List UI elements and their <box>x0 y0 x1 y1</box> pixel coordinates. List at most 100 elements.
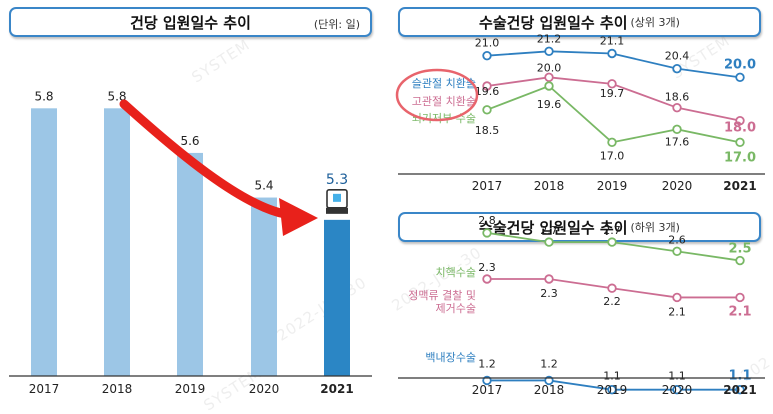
x-tick-label: 2019 <box>175 382 206 396</box>
data-point <box>482 228 492 238</box>
data-label: 5.3 <box>326 172 348 188</box>
x-tick-label: 2017 <box>472 179 503 193</box>
data-label: 19.6 <box>537 98 562 111</box>
highlight-circle <box>395 68 479 122</box>
series-name-label: 백내장수술 <box>425 351 476 364</box>
series-name-label: 제거수술 <box>436 302 476 315</box>
data-label: 1.1 <box>728 369 751 384</box>
x-tick-label: 2020 <box>662 179 693 193</box>
data-label: 2.6 <box>668 233 686 246</box>
data-point <box>607 237 617 247</box>
data-label: 2.3 <box>540 287 558 300</box>
data-label: 21.0 <box>475 37 500 50</box>
x-tick-label: 2017 <box>29 382 60 396</box>
data-point <box>735 72 745 83</box>
data-label: 2.1 <box>728 304 751 319</box>
bottom-right-chart-note: (하위 3개) <box>630 221 680 234</box>
top-right-chart-title-box: 수술건당 입원일수 추이 (상위 3개) <box>398 7 761 37</box>
data-label: 2.3 <box>478 261 496 274</box>
data-label: 2.2 <box>603 295 621 308</box>
data-point <box>735 384 745 395</box>
data-label: 1.2 <box>478 357 496 370</box>
data-label: 20.0 <box>537 61 562 74</box>
data-point <box>607 137 617 148</box>
x-tick-label: 2020 <box>662 383 693 397</box>
data-label: 18.5 <box>475 124 500 137</box>
x-tick-label: 2021 <box>320 382 353 396</box>
bottom-right-chart-title-box: 수술건당 입원일수 추이 (하위 3개) <box>398 212 761 242</box>
data-label: 18.0 <box>724 121 756 136</box>
data-label: 20.0 <box>724 57 756 72</box>
bar <box>177 152 203 376</box>
x-tick-label: 2018 <box>102 382 133 396</box>
data-point <box>544 46 554 57</box>
series-name-label: 고관절 치환술 <box>412 95 476 108</box>
top-right-chart-title: 수술건당 입원일수 추이 <box>479 13 628 32</box>
data-point <box>607 283 617 293</box>
trend-arrow-head <box>279 198 318 236</box>
data-label: 5.8 <box>107 89 126 103</box>
data-label: 19.6 <box>475 85 500 98</box>
data-point <box>735 137 745 148</box>
data-label: 2.7 <box>603 224 621 237</box>
data-label: 1.1 <box>668 370 686 383</box>
data-point <box>607 384 617 395</box>
bar <box>31 108 57 377</box>
data-point <box>482 105 492 115</box>
left-chart-title: 건당 입원일수 추이 <box>130 13 251 32</box>
x-tick-label: 2017 <box>472 383 503 397</box>
data-point <box>735 115 745 126</box>
series-name-label: 슬관절 치환술 <box>412 77 476 90</box>
data-point <box>544 274 554 284</box>
data-point <box>672 246 682 257</box>
data-label: 1.1 <box>603 370 621 383</box>
data-label: 20.4 <box>665 50 690 63</box>
data-point <box>672 384 682 395</box>
left-chart-unit: (단위: 일) <box>313 18 360 31</box>
data-label: 5.8 <box>34 89 53 103</box>
data-label: 17.6 <box>665 135 690 148</box>
x-tick-label: 2019 <box>597 179 628 193</box>
data-point <box>672 102 682 113</box>
data-label: 2.7 <box>540 224 558 237</box>
series-name-label: 치핵수술 <box>436 266 476 279</box>
x-tick-label: 2019 <box>597 383 628 397</box>
data-point <box>607 48 617 59</box>
data-label: 2.8 <box>478 214 496 227</box>
data-label: 19.7 <box>600 87 625 100</box>
data-point <box>544 81 554 91</box>
bar <box>324 219 350 376</box>
x-tick-label: 2021 <box>723 383 756 397</box>
bottom-right-chart-title: 수술건당 입원일수 추이 <box>479 218 628 237</box>
left-chart-title-box: 건당 입원일수 추이 (단위: 일) <box>9 7 372 37</box>
x-tick-label: 2018 <box>534 179 565 193</box>
data-point <box>482 50 492 61</box>
data-label: 1.2 <box>540 357 558 370</box>
data-point <box>672 124 682 135</box>
data-label: 2.5 <box>728 242 751 257</box>
medical-cross-icon <box>333 193 341 202</box>
top-right-chart-note: (상위 3개) <box>630 16 680 29</box>
bar <box>251 197 277 376</box>
x-tick-label: 2021 <box>723 179 756 193</box>
data-label: 21.2 <box>537 32 562 45</box>
data-point <box>544 237 554 247</box>
data-point <box>544 72 554 83</box>
hospital-bed-base-icon <box>326 207 348 214</box>
left-bar-chart: 5.8 5.8 5.6 5.4 5.3 2017 2018 2019 2020 2021 <box>9 89 372 396</box>
data-label: 5.6 <box>180 134 199 148</box>
series-name-label: 정맥류 결찰 및 <box>408 289 476 302</box>
data-point <box>672 63 682 74</box>
data-label: 2.1 <box>668 305 686 318</box>
trend-arrow <box>119 99 290 219</box>
data-label: 17.0 <box>600 149 625 162</box>
charts-canvas: 5.8 5.8 5.6 5.4 5.3 2017 2018 2019 2020 2021 21.0… <box>9 32 765 397</box>
data-point <box>735 292 745 303</box>
bar <box>104 108 130 377</box>
data-label: 17.0 <box>724 150 756 165</box>
data-point <box>482 81 492 91</box>
x-tick-label: 2020 <box>249 382 280 396</box>
data-label: 5.4 <box>254 179 273 193</box>
